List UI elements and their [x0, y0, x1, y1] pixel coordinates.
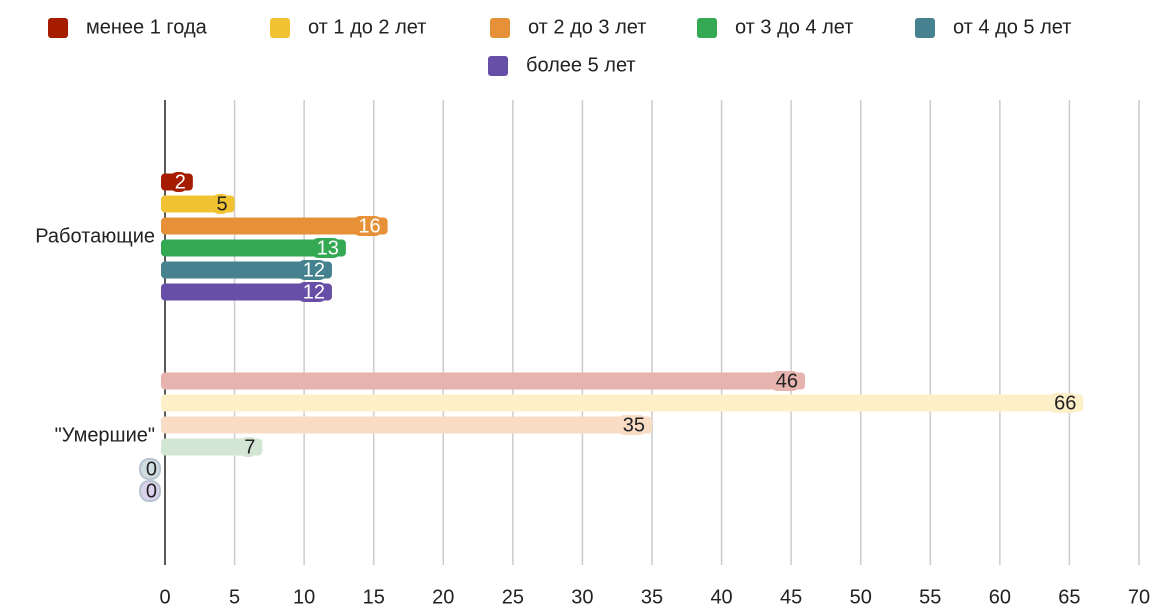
legend-label: от 3 до 4 лет [735, 16, 853, 38]
x-tick-label: 5 [229, 586, 240, 607]
legend-label: от 1 до 2 лет [308, 16, 426, 38]
x-tick-label: 20 [432, 586, 454, 607]
bar [161, 416, 652, 434]
data-label: 5 [216, 193, 227, 215]
x-tick-label: 10 [293, 586, 315, 607]
data-label-bg [351, 216, 384, 236]
x-tick-label: 25 [502, 586, 524, 607]
data-label: 35 [623, 414, 645, 436]
data-label: 46 [776, 370, 798, 392]
data-label-bg [295, 260, 328, 280]
data-label: 0 [146, 458, 157, 480]
data-label: 2 [175, 171, 186, 193]
data-label-bg [139, 458, 161, 480]
data-label: 12 [303, 259, 325, 281]
legend-label: от 2 до 3 лет [528, 16, 646, 38]
bar [161, 217, 388, 235]
bar [161, 438, 263, 456]
data-label-bg [238, 437, 259, 457]
data-label-bg [309, 238, 342, 258]
legend-label: менее 1 года [86, 16, 208, 38]
data-label: 0 [146, 480, 157, 502]
legend-swatch [697, 18, 717, 38]
y-tick-label: "Умершие" [55, 424, 155, 446]
x-tick-label: 45 [780, 586, 802, 607]
data-label: 7 [244, 436, 255, 458]
bar [161, 372, 806, 390]
x-tick-label: 50 [850, 586, 872, 607]
data-label: 12 [303, 281, 325, 303]
data-label-bg [616, 415, 648, 435]
data-label-bg [769, 371, 802, 391]
data-label-bg [210, 194, 231, 214]
data-label: 66 [1054, 392, 1076, 414]
bar [161, 261, 332, 279]
data-label-bg [1047, 393, 1080, 413]
data-label: 16 [358, 215, 380, 237]
data-label: 13 [317, 237, 339, 259]
legend-swatch [270, 18, 290, 38]
legend-swatch [48, 18, 68, 38]
data-label-bg [139, 480, 161, 502]
x-tick-label: 0 [159, 586, 170, 607]
x-tick-label: 55 [919, 586, 941, 607]
bar [161, 239, 346, 257]
data-label-bg [168, 172, 189, 192]
legend-label: от 4 до 5 лет [953, 16, 1071, 38]
legend-swatch [915, 18, 935, 38]
x-tick-label: 65 [1058, 586, 1080, 607]
legend-swatch [490, 18, 510, 38]
bar [161, 283, 332, 301]
x-tick-label: 35 [641, 586, 663, 607]
data-label-bg [295, 282, 328, 302]
x-tick-label: 30 [571, 586, 593, 607]
x-tick-label: 70 [1128, 586, 1150, 607]
bar [161, 394, 1084, 412]
x-tick-label: 15 [363, 586, 385, 607]
legend-swatch [488, 56, 508, 76]
y-tick-label: Работающие [35, 225, 155, 247]
x-tick-label: 60 [989, 586, 1011, 607]
legend-label: более 5 лет [526, 54, 636, 76]
x-tick-label: 40 [710, 586, 732, 607]
